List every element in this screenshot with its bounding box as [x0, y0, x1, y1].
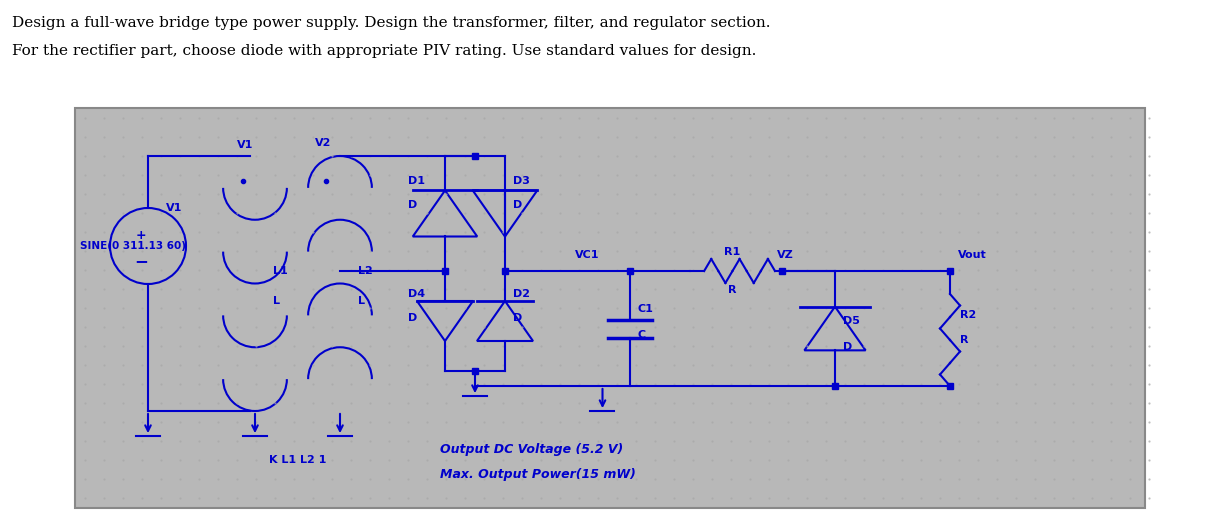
Text: D5: D5: [842, 316, 860, 326]
Text: SINE(0 311.13 60): SINE(0 311.13 60): [81, 241, 186, 251]
Text: R: R: [728, 285, 736, 295]
Text: D: D: [842, 342, 852, 352]
Text: For the rectifier part, choose diode with appropriate PIV rating. Use standard v: For the rectifier part, choose diode wit…: [12, 44, 756, 58]
Text: D1: D1: [408, 176, 425, 186]
Text: K L1 L2 1: K L1 L2 1: [269, 455, 326, 465]
Text: R: R: [960, 336, 968, 346]
Text: L2: L2: [358, 266, 372, 276]
Text: D4: D4: [408, 289, 425, 299]
Text: V2: V2: [315, 138, 331, 148]
Text: D: D: [408, 313, 418, 323]
Text: Design a full-wave bridge type power supply. Design the transformer, filter, and: Design a full-wave bridge type power sup…: [12, 16, 770, 30]
Text: Vout: Vout: [958, 250, 987, 260]
Text: C1: C1: [639, 304, 654, 313]
Text: V1: V1: [237, 140, 253, 150]
Text: R2: R2: [960, 310, 977, 320]
Text: L: L: [358, 296, 365, 306]
Text: D: D: [513, 313, 523, 323]
Text: D2: D2: [513, 289, 530, 299]
Text: D: D: [408, 200, 418, 210]
Text: L: L: [274, 296, 280, 306]
Text: Max. Output Power(15 mW): Max. Output Power(15 mW): [440, 468, 636, 481]
FancyBboxPatch shape: [74, 108, 1145, 508]
Text: L1: L1: [274, 266, 288, 276]
Text: VZ: VZ: [777, 250, 794, 260]
Text: V1: V1: [166, 203, 182, 213]
Text: VC1: VC1: [575, 250, 600, 260]
Text: C: C: [639, 330, 646, 340]
Text: −: −: [134, 252, 148, 270]
Text: +: +: [136, 229, 147, 242]
Text: R1: R1: [724, 247, 741, 257]
Text: D3: D3: [513, 176, 530, 186]
Text: D: D: [513, 200, 523, 210]
Text: Output DC Voltage (5.2 V): Output DC Voltage (5.2 V): [440, 443, 623, 456]
